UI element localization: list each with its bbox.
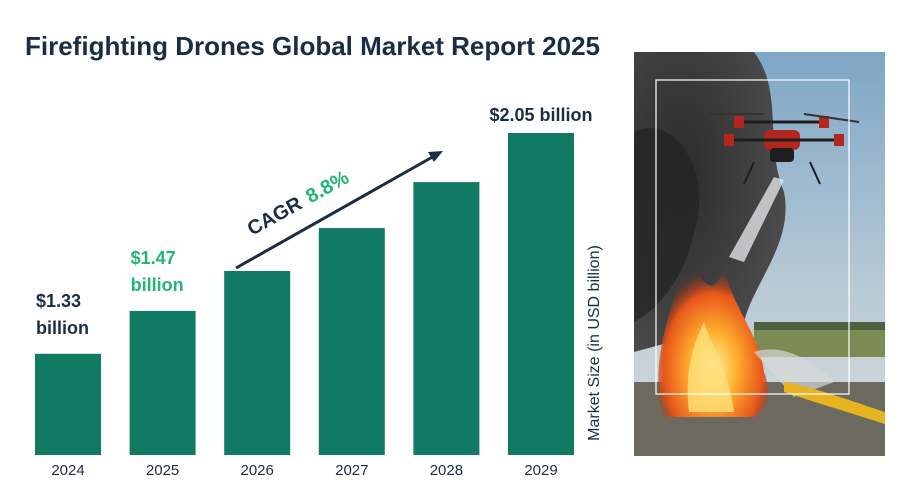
fire <box>658 252 769 417</box>
value-label-2029: $2.05 billion <box>489 105 592 125</box>
bars-group <box>35 133 574 455</box>
tree-line <box>754 322 885 330</box>
cagr-value: 8.8% <box>302 166 353 207</box>
x-tick-2029: 2029 <box>524 462 557 479</box>
bar-2029 <box>508 133 574 455</box>
water-spray <box>729 177 784 262</box>
cagr-arrow-line <box>235 153 437 270</box>
x-tick-2025: 2025 <box>146 462 179 479</box>
y-axis-label: Market Size (in USD billion) <box>586 245 603 441</box>
drone <box>709 113 860 185</box>
bar-2027 <box>318 228 385 455</box>
value-label-2024: $1.33 billion <box>36 291 89 338</box>
value-labels: $1.33 billion $1.47 billion $2.05 billion <box>36 105 593 338</box>
value-label-2025: $1.47 billion <box>131 248 184 295</box>
cagr-arrow-head <box>428 151 443 162</box>
x-tick-2027: 2027 <box>335 462 368 479</box>
x-tick-2026: 2026 <box>241 462 274 479</box>
bar-2028 <box>413 182 480 455</box>
x-tick-labels: 2024 2025 2026 2027 2028 2029 <box>51 462 557 479</box>
bar-2026 <box>224 271 291 455</box>
fire-hose <box>784 382 885 424</box>
x-tick-2024: 2024 <box>51 462 84 479</box>
bar-2024 <box>35 353 101 455</box>
drone-fire-photo <box>634 52 885 456</box>
chart-title: Firefighting Drones Global Market Report… <box>25 31 600 61</box>
bar-chart: 2024 2025 2026 2027 2028 2029 $1.33 billion$1.… <box>35 105 593 479</box>
x-tick-2028: 2028 <box>430 462 463 479</box>
photo-frame <box>655 79 850 395</box>
bar-2025 <box>129 310 196 455</box>
